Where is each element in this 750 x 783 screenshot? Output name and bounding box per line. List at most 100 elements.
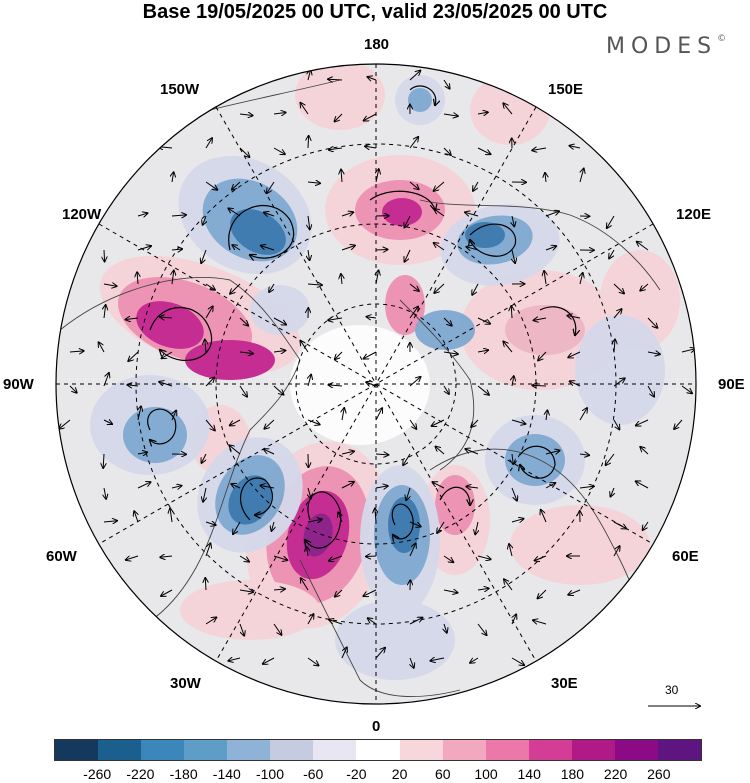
colorbar (54, 739, 702, 761)
wind-arrow (328, 79, 343, 80)
wind-arrow (545, 483, 555, 489)
wind-arrow (300, 341, 309, 353)
wind-arrow (202, 453, 207, 463)
lon-label-30w: 30W (170, 675, 201, 692)
wind-arrow (475, 521, 478, 534)
wind-arrow (233, 521, 241, 534)
wind-arrow (203, 215, 206, 225)
wind-arrow (538, 589, 547, 598)
wind-arrow (545, 173, 546, 183)
wind-arrow (137, 213, 147, 216)
wind-arrow (443, 147, 451, 155)
wind-arrow (363, 589, 377, 596)
wind-arrow (160, 317, 173, 318)
wind-arrow (341, 647, 347, 659)
wind-arrow (568, 351, 581, 357)
wind-arrow (137, 452, 147, 454)
wind-arrow (465, 212, 479, 216)
wind-arrow (308, 487, 311, 498)
wind-arrow (261, 246, 275, 251)
wind-arrow (613, 283, 624, 293)
wind-arrow (366, 556, 377, 557)
wind-arrow (613, 521, 626, 529)
wind-arrow (403, 453, 411, 465)
wind-arrow (368, 77, 377, 80)
wind-arrow (264, 213, 275, 217)
wind-arrow (545, 246, 556, 250)
colorbar-tick-label: -100 (255, 766, 285, 782)
wind-arrow (477, 147, 491, 154)
wind-arrow (160, 556, 173, 557)
wind-arrow (647, 352, 660, 354)
wind-arrow (443, 114, 458, 116)
colorbar-tick-label: -180 (169, 766, 198, 782)
wind-arrow (239, 555, 249, 562)
wind-arrow (611, 487, 615, 497)
wind-arrow (511, 519, 524, 522)
colorbar-segment (657, 740, 701, 760)
wind-arrow (172, 172, 174, 183)
wind-arrow (273, 555, 287, 560)
wind-arrow (477, 350, 488, 352)
wind-arrow (229, 445, 241, 455)
wind-arrow (465, 449, 479, 455)
colorbar-tick-label: 260 (647, 766, 671, 782)
wind-arrow (307, 547, 309, 557)
wind-arrow (532, 385, 547, 386)
wind-arrow (159, 382, 173, 387)
wind-arrow (239, 114, 253, 116)
colorbar-segment (356, 740, 400, 760)
wind-arrow (609, 249, 615, 258)
wind-arrow (434, 243, 445, 251)
colorbar-segment (227, 740, 271, 760)
colorbar-segment (528, 740, 572, 760)
wind-arrow (205, 578, 206, 591)
wind-arrow (580, 273, 583, 285)
wind-arrow (307, 284, 322, 285)
wind-arrow (239, 352, 253, 354)
wind-arrow (308, 249, 310, 260)
wind-arrow (636, 419, 649, 426)
wind-arrow (613, 309, 622, 319)
wind-arrow (232, 245, 241, 251)
negative-anomalies (90, 75, 665, 680)
wind-arrow (512, 249, 515, 263)
wind-arrow (473, 181, 479, 191)
lon-label-90e: 90E (718, 376, 745, 393)
wind-arrow (681, 349, 695, 352)
wind-arrow (409, 307, 418, 319)
wind-arrow (269, 283, 275, 292)
lon-label-120w: 120W (62, 206, 102, 223)
wind-arrow (273, 317, 286, 325)
wind-arrow (637, 242, 649, 251)
wind-arrow (512, 376, 514, 387)
wind-arrow (544, 271, 546, 285)
wind-arrow (307, 419, 320, 425)
wind-arrow (329, 555, 343, 561)
wind-arrow (171, 249, 182, 250)
wind-arrow (533, 620, 547, 624)
wind-arrow (443, 555, 453, 562)
wind-arrow (432, 419, 445, 426)
wind-arrow (433, 482, 445, 489)
wind-arrow (329, 620, 343, 625)
colorbar-segment (184, 740, 228, 760)
wind-arrow (307, 657, 319, 666)
wind-arrow (512, 453, 513, 464)
wind-arrow (228, 658, 241, 661)
wind-arrow (103, 373, 109, 387)
colorbar-tick-label: -20 (346, 766, 367, 782)
colorbar-tick-label: 20 (391, 766, 408, 782)
wind-arrow (273, 623, 281, 635)
wind-arrow (607, 215, 615, 228)
polar-map (55, 63, 750, 740)
wind-arrow (99, 342, 105, 353)
wind-arrow (567, 316, 581, 318)
wind-arrow (307, 182, 320, 183)
wind-arrow (375, 408, 382, 421)
wind-arrow (205, 138, 212, 149)
wind-arrow (376, 271, 379, 285)
wind-arrow (273, 385, 284, 395)
wind-arrow (477, 556, 491, 559)
wind-arrow (434, 283, 445, 293)
